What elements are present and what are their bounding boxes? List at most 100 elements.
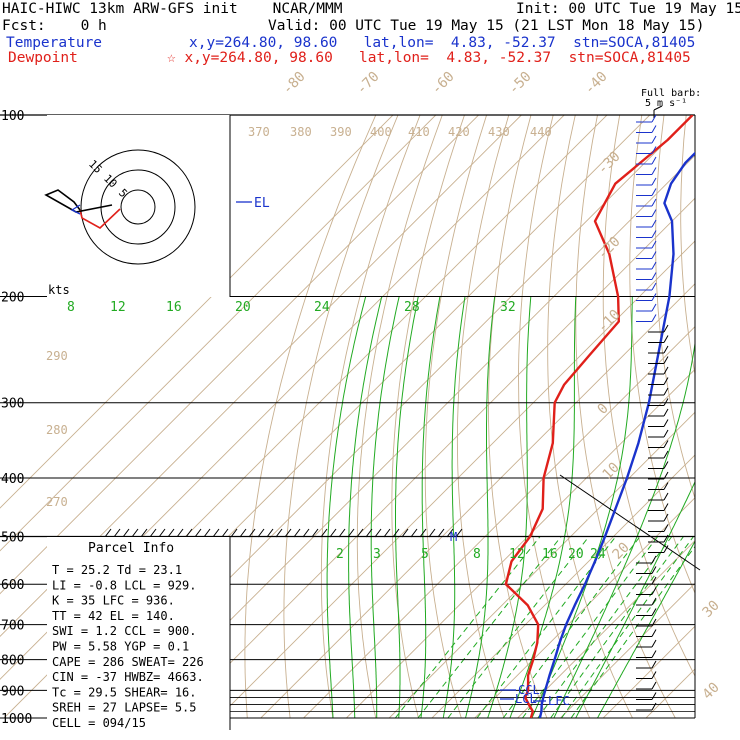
ccl-label: CCL bbox=[518, 683, 540, 697]
theta-label: 410 bbox=[408, 125, 430, 139]
parcel-info-row: SREH = 27 LAPSE= 5.5 bbox=[52, 701, 197, 715]
wind-barb bbox=[663, 450, 669, 459]
temperature-profile-line bbox=[538, 151, 695, 718]
wind-barb bbox=[651, 177, 657, 186]
parcel-info-row: PW = 5.58 YGP = 0.1 bbox=[52, 640, 189, 654]
hatch-mark bbox=[311, 528, 319, 538]
wind-barb bbox=[651, 555, 657, 564]
hatch-mark bbox=[176, 528, 184, 538]
dry-adiabat-line bbox=[456, 115, 510, 718]
mixing-ratio-line bbox=[417, 536, 562, 718]
wind-barb bbox=[651, 251, 657, 259]
wind-barb bbox=[663, 471, 669, 480]
hatch-mark bbox=[401, 528, 409, 538]
wind-barb bbox=[651, 629, 657, 637]
hatch-mark bbox=[230, 528, 238, 538]
wind-barb bbox=[651, 209, 657, 217]
barb-legend-unit: 5 m s⁻¹ bbox=[645, 98, 687, 109]
hatch-mark bbox=[149, 528, 157, 538]
wind-barb bbox=[663, 492, 669, 501]
melting-level-label: M bbox=[450, 530, 457, 544]
moist-adiabat-line bbox=[553, 340, 695, 718]
mixing-ratio-label: 16 bbox=[166, 300, 182, 315]
hodograph-lower-trace bbox=[79, 208, 121, 229]
hatch-mark bbox=[455, 528, 463, 538]
mixing-ratio-label: 12 bbox=[110, 300, 126, 315]
isotherm-label: -40 bbox=[582, 69, 611, 98]
dry-adiabat-line bbox=[655, 115, 695, 500]
wind-barb bbox=[663, 335, 669, 343]
el-label: EL bbox=[254, 196, 270, 211]
mixing-ratio-line bbox=[476, 536, 617, 718]
hatch-mark bbox=[437, 528, 445, 538]
wind-barb bbox=[651, 293, 657, 301]
hatch-mark bbox=[203, 528, 211, 538]
hatch-mark bbox=[248, 528, 256, 538]
moist-adiabat-line bbox=[395, 296, 419, 718]
isotherm-label: 20 bbox=[610, 540, 633, 563]
hodograph-unit: kts bbox=[48, 283, 70, 297]
dry-adiabat-line bbox=[547, 115, 633, 718]
isotherm-label: -70 bbox=[354, 69, 383, 98]
hatch-mark bbox=[419, 528, 427, 538]
mixing-ratio-label: 12 bbox=[509, 547, 525, 562]
mixing-ratio-label: 20 bbox=[235, 300, 251, 315]
parcel-info-row: CAPE = 286 SWEAT= 226 bbox=[52, 655, 204, 669]
hatch-mark bbox=[221, 528, 229, 538]
hatch-mark bbox=[293, 528, 301, 538]
theta-label: 390 bbox=[330, 125, 352, 139]
wind-barb bbox=[651, 702, 657, 711]
hatch-mark bbox=[428, 528, 436, 538]
parcel-info-row: LI = -0.8 LCL = 929. bbox=[52, 578, 197, 592]
hatch-mark bbox=[320, 528, 328, 538]
chart-title: HAIC-HIWC 13km ARW-GFS init NCAR/MMM bbox=[2, 1, 343, 17]
pressure-label: 700 bbox=[1, 619, 24, 634]
wind-barb bbox=[651, 597, 657, 606]
isotherm-line bbox=[260, 283, 695, 718]
init-time: Init: 00 UTC Tue 19 May 15 bbox=[516, 1, 740, 17]
hatch-mark bbox=[266, 528, 274, 538]
moist-adiabat-line bbox=[348, 296, 383, 718]
wind-barb bbox=[651, 114, 657, 123]
moist-adiabat-line bbox=[420, 296, 441, 718]
dry-adiabat-line bbox=[244, 115, 377, 718]
mixing-ratio-label: 8 bbox=[473, 547, 481, 562]
hatch-mark bbox=[194, 528, 202, 538]
wind-barb bbox=[663, 524, 669, 532]
theta-label: 440 bbox=[530, 125, 552, 139]
mixing-ratio-label: 28 bbox=[404, 300, 420, 315]
isotherm-line bbox=[560, 582, 695, 718]
hatch-mark bbox=[356, 528, 364, 538]
pressure-label: 500 bbox=[1, 530, 24, 545]
isotherm-label: -50 bbox=[506, 69, 535, 98]
theta-label: 430 bbox=[488, 125, 510, 139]
theta-label: 420 bbox=[448, 125, 470, 139]
temperature-station-info: x,y=264.80, 98.60 lat,lon= 4.83, -52.37 … bbox=[189, 35, 696, 51]
parcel-info-row: Tc = 29.5 SHEAR= 16. bbox=[52, 685, 197, 699]
hatch-mark bbox=[131, 528, 139, 538]
theta-label: 280 bbox=[46, 423, 68, 437]
dewpoint-station-info: ☆ x,y=264.80, 98.60 lat,lon= 4.83, -52.3… bbox=[167, 50, 691, 66]
parcel-info-row: CELL = 094/15 bbox=[52, 716, 146, 730]
wind-barb bbox=[651, 219, 657, 228]
isotherm-label: 30 bbox=[700, 598, 723, 621]
theta-label: 380 bbox=[290, 125, 312, 139]
hatch-mark bbox=[446, 528, 454, 538]
wind-barb bbox=[651, 272, 657, 280]
hatch-mark bbox=[257, 528, 265, 538]
mixing-ratio-label: 2 bbox=[336, 547, 344, 562]
wind-barb bbox=[651, 566, 657, 574]
valid-time: Valid: 00 UTC Tue 19 May 15 (21 LST Mon … bbox=[268, 18, 705, 34]
parcel-info-panel bbox=[47, 537, 230, 730]
dry-adiabat-line bbox=[356, 115, 443, 718]
mixing-ratio-label: 24 bbox=[314, 300, 330, 315]
wind-barb bbox=[651, 576, 657, 585]
wind-barb bbox=[663, 356, 669, 364]
pressure-label: 300 bbox=[1, 397, 24, 412]
lcl-label: LCL bbox=[515, 692, 537, 706]
dry-adiabat-line bbox=[729, 115, 740, 718]
hatch-mark bbox=[365, 528, 373, 538]
mixing-ratio-label: 5 bbox=[421, 547, 429, 562]
parcel-info-row: TT = 42 EL = 140. bbox=[52, 609, 175, 623]
